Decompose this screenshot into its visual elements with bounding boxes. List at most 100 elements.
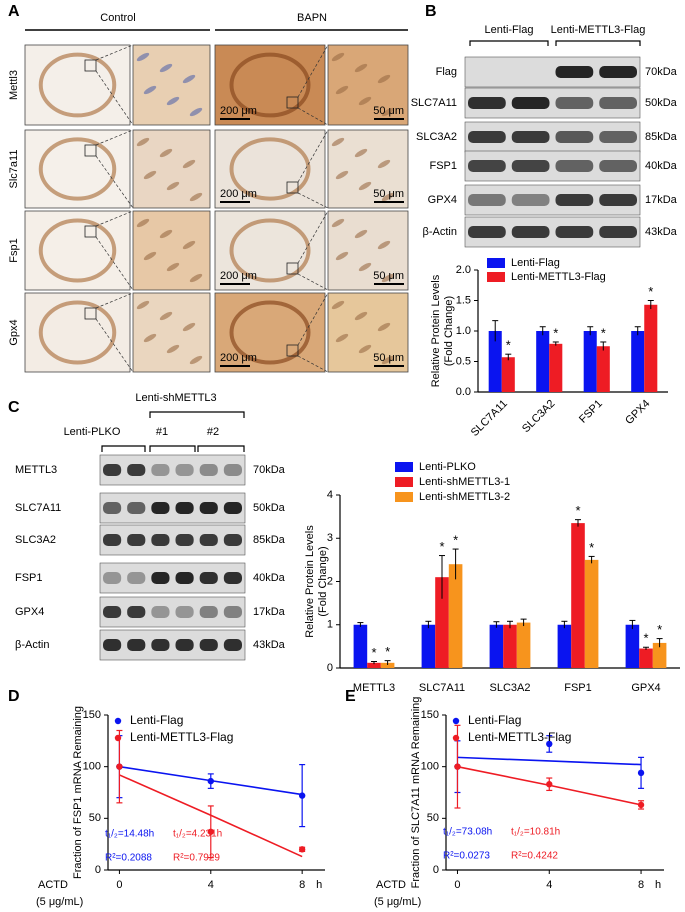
y-tick-label: 0 bbox=[433, 864, 439, 876]
data-point bbox=[207, 828, 214, 835]
cell bbox=[381, 355, 395, 365]
band bbox=[103, 606, 122, 618]
band bbox=[199, 464, 218, 476]
band bbox=[151, 534, 170, 546]
band bbox=[199, 639, 218, 651]
half-life: t₁/₂=73.08h bbox=[443, 827, 492, 838]
cell bbox=[136, 218, 150, 228]
cell bbox=[166, 181, 180, 191]
band bbox=[223, 534, 242, 546]
blot-strip bbox=[99, 562, 246, 594]
cell bbox=[335, 170, 349, 180]
inset-link bbox=[95, 292, 134, 309]
bar bbox=[536, 331, 550, 392]
inset-box bbox=[84, 225, 97, 238]
y-axis-label: (Fold Change) bbox=[317, 546, 329, 616]
y-axis-label: Relative Protein Levels bbox=[430, 274, 442, 387]
y-tick-label: 1 bbox=[327, 619, 333, 631]
band bbox=[511, 226, 550, 238]
significance: * bbox=[439, 539, 444, 554]
band bbox=[199, 606, 218, 618]
group-label: Lenti-METTL3-Flag bbox=[551, 24, 646, 36]
significance: * bbox=[643, 631, 648, 646]
bracket bbox=[149, 411, 245, 418]
protein-label: SLC3A2 bbox=[416, 131, 457, 143]
cell bbox=[182, 322, 196, 332]
significance: * bbox=[453, 533, 458, 548]
bar bbox=[644, 304, 658, 392]
data-point bbox=[637, 801, 645, 809]
cell bbox=[358, 344, 372, 354]
band bbox=[599, 226, 637, 238]
data-point bbox=[454, 763, 461, 770]
legend-swatch bbox=[487, 272, 505, 282]
cell bbox=[335, 333, 349, 343]
cell bbox=[182, 159, 196, 169]
r-squared: R²=0.4242 bbox=[511, 851, 558, 862]
y-tick-label: 150 bbox=[421, 709, 439, 721]
x-tick-label: 8 bbox=[638, 879, 644, 891]
legend-label: Lenti-shMETTL3-2 bbox=[419, 491, 510, 503]
tissue bbox=[229, 300, 311, 365]
band bbox=[511, 194, 550, 206]
y-axis-label: (Fold Change) bbox=[443, 296, 455, 366]
band bbox=[555, 131, 594, 143]
protein-label: Flag bbox=[436, 66, 457, 78]
scale-bar-label: 50 μm bbox=[373, 352, 404, 364]
protein-label: GPX4 bbox=[15, 606, 44, 618]
legend-marker bbox=[114, 717, 122, 725]
scale-bar-label: 200 μm bbox=[220, 188, 257, 200]
panel-label: D bbox=[8, 688, 20, 705]
cell bbox=[136, 52, 150, 62]
micrograph bbox=[327, 210, 409, 291]
protein-label: SLC3A2 bbox=[15, 534, 56, 546]
micrograph bbox=[327, 292, 409, 373]
y-tick-label: 2.0 bbox=[456, 264, 471, 276]
legend-label: Lenti-shMETTL3-1 bbox=[419, 476, 510, 488]
blot-strip bbox=[99, 596, 246, 628]
protein-label: FSP1 bbox=[429, 160, 457, 172]
legend-swatch bbox=[395, 462, 413, 472]
protein-label: β-Actin bbox=[423, 226, 457, 238]
legend-label: Lenti-METTL3-Flag bbox=[130, 730, 233, 744]
bar bbox=[639, 648, 653, 668]
significance: * bbox=[506, 338, 511, 353]
band bbox=[468, 160, 506, 172]
data-point bbox=[546, 740, 553, 748]
band bbox=[127, 606, 146, 618]
x-tick-label: SLC7A11 bbox=[469, 398, 510, 439]
size-label: 40kDa bbox=[645, 160, 678, 172]
band bbox=[223, 502, 242, 514]
bar bbox=[489, 624, 504, 668]
subgroup-label: #2 bbox=[207, 426, 219, 438]
significance: * bbox=[601, 325, 606, 340]
cell bbox=[189, 273, 203, 283]
group-label: Lenti-Flag bbox=[485, 24, 534, 36]
inset-box bbox=[286, 96, 299, 109]
inset-box bbox=[286, 262, 299, 275]
half-life: t₁/₂=10.81h bbox=[511, 827, 560, 838]
data-point bbox=[298, 792, 306, 799]
x-tick-label: SLC3A2 bbox=[520, 398, 557, 435]
cell bbox=[182, 74, 196, 84]
y-tick-label: 1.0 bbox=[456, 325, 471, 337]
band bbox=[555, 226, 594, 238]
inset-link bbox=[95, 44, 134, 61]
micrograph bbox=[327, 129, 409, 209]
y-tick-label: 100 bbox=[83, 761, 101, 773]
protein-label: GPX4 bbox=[428, 194, 457, 206]
bar bbox=[503, 624, 517, 668]
band bbox=[468, 226, 506, 238]
band bbox=[127, 502, 146, 514]
protein-label: SLC7A11 bbox=[15, 502, 61, 514]
x-axis-sublabel: (5 μg/mL) bbox=[374, 896, 421, 908]
tissue bbox=[229, 137, 311, 201]
y-tick-label: 2 bbox=[327, 575, 333, 587]
cell bbox=[331, 300, 345, 310]
inset-link bbox=[297, 355, 329, 373]
band bbox=[127, 534, 146, 546]
bar bbox=[557, 624, 572, 668]
band bbox=[223, 639, 242, 651]
legend-swatch bbox=[395, 492, 413, 502]
cell bbox=[358, 96, 372, 106]
